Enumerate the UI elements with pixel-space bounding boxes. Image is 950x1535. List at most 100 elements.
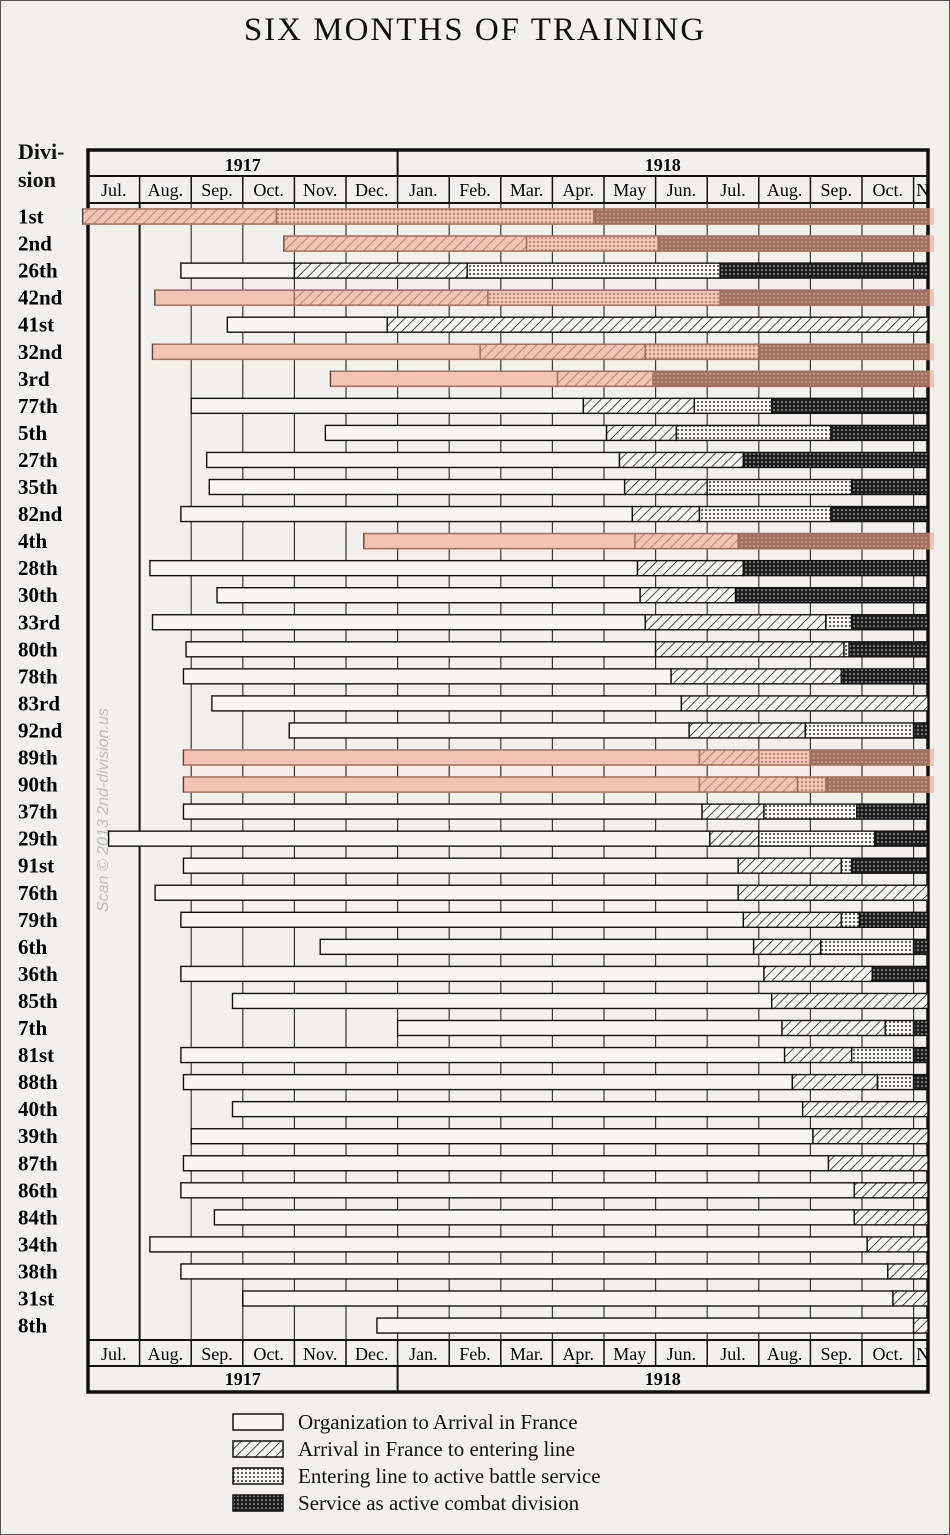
highlight-band <box>183 749 934 766</box>
division-bar-80th <box>185 641 929 658</box>
month-label: Jan. <box>409 1344 438 1364</box>
division-label: 87th <box>18 1151 58 1175</box>
division-label: 7th <box>18 1016 47 1040</box>
legend-swatch-dots <box>232 1467 284 1485</box>
segment-org <box>231 992 773 1010</box>
segment-arr <box>763 965 874 983</box>
segment-org <box>185 641 657 658</box>
segment-org <box>180 505 634 523</box>
month-label: Feb. <box>459 1344 491 1364</box>
month-label: Jan. <box>409 180 438 200</box>
month-label: Oct. <box>253 1344 284 1364</box>
division-label: 88th <box>18 1070 58 1094</box>
division-bar-92nd <box>288 722 929 739</box>
division-bar-90th <box>182 776 934 794</box>
division-label: 80th <box>18 637 58 661</box>
highlight-band <box>82 208 935 225</box>
segment-arr <box>771 992 929 1010</box>
month-label: Aug. <box>148 1344 184 1364</box>
division-label: 37th <box>18 800 58 824</box>
segment-org <box>180 1046 786 1064</box>
segment-active <box>840 668 929 685</box>
division-bar-40th <box>231 1100 929 1118</box>
division-label: 34th <box>18 1232 58 1256</box>
highlight-band <box>152 343 934 361</box>
division-bar-85th <box>231 992 929 1010</box>
division-bar-7th <box>396 1019 929 1037</box>
segment-active <box>858 911 929 928</box>
division-bar-6th <box>319 938 929 956</box>
segment-arr <box>670 668 843 685</box>
segment-line <box>466 262 721 279</box>
segment-active <box>734 587 929 604</box>
division-bar-8th <box>376 1317 929 1334</box>
segment-arr <box>737 857 843 874</box>
segment-line <box>850 1046 915 1064</box>
division-bar-27th <box>205 451 929 469</box>
division-bar-1st <box>82 208 935 225</box>
division-bar-34th <box>149 1236 929 1253</box>
division-bar-28th <box>149 559 929 577</box>
segment-arr <box>688 722 806 739</box>
segment-line <box>706 478 853 496</box>
segment-active <box>771 397 929 415</box>
legend-label: Entering line to active battle service <box>298 1464 601 1488</box>
division-label: 28th <box>18 556 58 580</box>
segment-org <box>324 424 608 442</box>
division-header-line-1: Divi- <box>18 139 65 164</box>
month-label: Oct. <box>873 180 904 200</box>
division-label: 92nd <box>18 718 63 742</box>
division-label: 8th <box>18 1314 47 1338</box>
segment-org <box>190 1127 814 1145</box>
segment-org <box>376 1317 915 1334</box>
bars-layer <box>82 208 935 1334</box>
month-label: Dec. <box>355 1344 388 1364</box>
month-label: Sep. <box>820 180 852 200</box>
segment-active <box>850 857 929 874</box>
highlight-band <box>330 370 934 388</box>
division-bar-79th <box>180 911 929 928</box>
division-label: 89th <box>18 746 58 770</box>
segment-org <box>107 830 711 847</box>
segment-arr <box>631 505 701 523</box>
division-bar-78th <box>182 668 929 685</box>
division-bar-33rd <box>151 614 929 631</box>
segment-org <box>208 478 626 496</box>
segment-active <box>848 641 929 658</box>
division-label: 39th <box>18 1124 58 1148</box>
division-label: 36th <box>18 962 58 986</box>
month-label: May <box>613 1344 646 1364</box>
division-bar-26th <box>180 262 929 279</box>
segment-org <box>180 1182 855 1199</box>
segment-active <box>912 1019 929 1037</box>
segment-org <box>180 965 765 983</box>
division-bar-29th <box>107 830 929 847</box>
segment-arr <box>892 1290 929 1307</box>
segment-line <box>884 1019 915 1037</box>
division-label: 29th <box>18 827 58 851</box>
division-label: 76th <box>18 881 58 905</box>
segment-org <box>231 1100 804 1118</box>
segment-arr <box>644 614 827 631</box>
month-label: Nov. <box>303 1344 337 1364</box>
division-bar-86th <box>180 1182 929 1199</box>
division-bar-82nd <box>180 505 929 523</box>
division-label: 82nd <box>18 502 63 526</box>
division-bar-41st <box>226 316 929 333</box>
segment-arr <box>912 1317 929 1334</box>
segment-active <box>830 505 929 523</box>
segment-arr <box>742 911 843 928</box>
legend-swatch-dark <box>232 1494 284 1512</box>
month-label: Oct. <box>873 1344 904 1364</box>
month-label: N <box>916 180 929 200</box>
month-label: Feb. <box>459 180 491 200</box>
segment-arr <box>866 1236 929 1253</box>
chart-title: SIX MONTHS OF TRAINING <box>243 12 707 48</box>
division-bar-83rd <box>211 695 929 712</box>
timeline-chart: Jul. Jul. Aug. Aug. Sep. Sep. Oct. Oct. Nov. Nov.… <box>18 148 935 1394</box>
month-label: Mar. <box>510 180 544 200</box>
segment-line <box>804 722 915 739</box>
segment-arr <box>801 1100 929 1118</box>
division-label: 77th <box>18 394 58 418</box>
segment-active <box>830 424 929 442</box>
